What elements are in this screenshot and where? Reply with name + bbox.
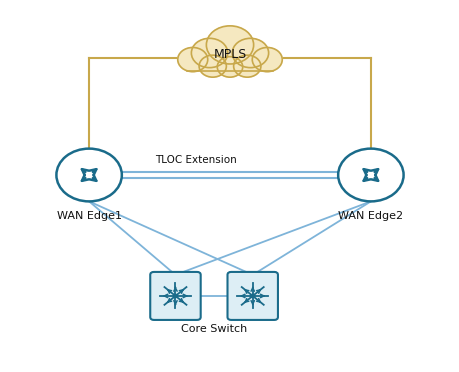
Circle shape [56, 149, 122, 201]
FancyBboxPatch shape [150, 272, 200, 320]
Text: TLOC Extension: TLOC Extension [155, 155, 236, 165]
Circle shape [217, 57, 242, 77]
Text: WAN Edge1: WAN Edge1 [56, 211, 121, 221]
Circle shape [337, 149, 403, 201]
FancyBboxPatch shape [227, 272, 277, 320]
Circle shape [173, 294, 177, 298]
Circle shape [252, 48, 282, 72]
Bar [186, 56, 273, 71]
Circle shape [233, 55, 260, 77]
Circle shape [206, 26, 253, 64]
Circle shape [232, 38, 268, 68]
Circle shape [199, 55, 226, 77]
Text: Core Switch: Core Switch [180, 324, 246, 334]
Circle shape [191, 38, 227, 68]
Circle shape [250, 294, 254, 298]
Text: MPLS: MPLS [213, 48, 246, 61]
Text: WAN Edge2: WAN Edge2 [337, 211, 403, 221]
Circle shape [177, 48, 207, 72]
